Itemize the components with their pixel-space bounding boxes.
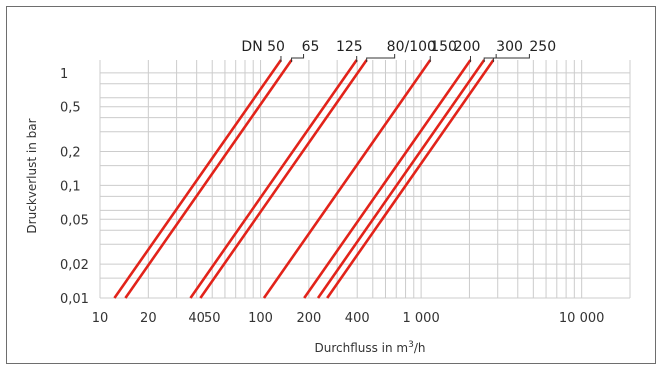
series-line-5 <box>262 59 432 299</box>
x-axis-title: Durchfluss in m3/h <box>314 340 425 355</box>
series-label-4: 80/100 <box>387 39 436 55</box>
y-tick-label: 0,05 <box>60 213 89 228</box>
leader-bracket <box>291 54 305 62</box>
x-tick-labels: 10 20 40 50 100 200 400 1 000 10 000 <box>92 311 605 326</box>
series-line-3 <box>189 59 358 299</box>
x-tick-label: 10 <box>92 311 109 326</box>
leader-bracket <box>366 54 396 62</box>
series-line-8 <box>326 59 495 299</box>
x-tick-label: 40 <box>188 311 205 326</box>
series-label-8: 250 <box>529 39 556 55</box>
x-tick-label: 50 <box>204 311 221 326</box>
x-tick-label: 1 000 <box>403 311 440 326</box>
y-tick-label: 0,1 <box>60 179 81 194</box>
y-tick-label: 0,5 <box>60 101 81 116</box>
y-tick-label: 1 <box>60 67 68 82</box>
y-tick-label: 0,02 <box>60 258 89 273</box>
series-label-6: 200 <box>454 39 481 55</box>
series-label-3: 125 <box>336 39 363 55</box>
y-axis-title: Druckverlust in bar <box>25 118 39 233</box>
y-tick-label: 0,01 <box>60 292 89 307</box>
series-line-2 <box>124 59 293 299</box>
x-tick-label: 400 <box>345 311 370 326</box>
leader-bracket <box>492 54 530 62</box>
series-line-7 <box>316 59 486 299</box>
leader-bracket <box>483 54 497 62</box>
x-tick-label: 200 <box>296 311 321 326</box>
series-label-1: DN 50 <box>241 39 285 55</box>
series-label-5: 150 <box>430 39 457 55</box>
x-tick-label: 20 <box>140 311 157 326</box>
x-axis-title-main: Durchfluss in m <box>314 341 408 355</box>
series-label-2: 65 <box>302 39 320 55</box>
series-line-4 <box>199 59 368 299</box>
series-line-1 <box>113 59 283 299</box>
series-line-6 <box>303 59 472 299</box>
series-label-7: 300 <box>496 39 523 55</box>
x-axis-title-exponent: 3 <box>408 340 414 350</box>
x-tick-label: 100 <box>248 311 273 326</box>
y-tick-label: 0,2 <box>60 146 81 161</box>
series-lines <box>113 59 495 299</box>
x-axis-title-unit: /h <box>414 341 426 355</box>
y-tick-labels: 0,01 0,02 0,05 0,1 0,2 0,5 1 <box>60 67 89 307</box>
label-leaders <box>280 54 530 62</box>
x-tick-label: 10 000 <box>559 311 605 326</box>
